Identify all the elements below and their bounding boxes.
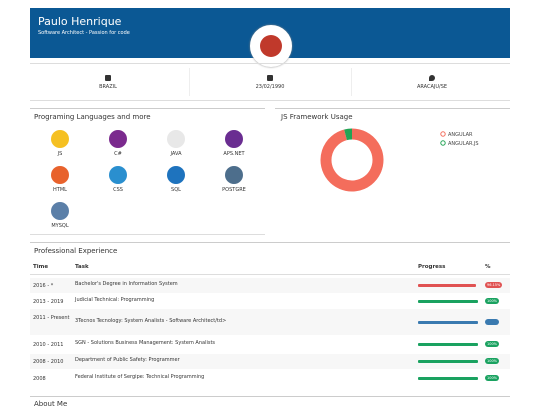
row-task: Department of Public Safety: Programmer [75,357,180,363]
donut-segment [344,128,353,141]
subtitle: Software Architect - Passion for code [38,30,130,36]
about-title: About Me [34,400,68,408]
row-task: Judicial Technical: Programming [75,297,155,303]
info-text: ARACAJU/SE [416,84,448,90]
skill-icon [51,130,69,148]
percent-pill: 96.15% [485,282,503,288]
row-time: 2011 - Present [33,315,70,321]
row-time: 2008 - 2010 [33,359,64,365]
skill-icon [109,130,127,148]
row-task: Federal Institute of Sergipe: Technical … [75,374,205,380]
legend-swatch [440,140,446,146]
percent-pill: 100% [485,298,500,304]
donut-segment [320,128,384,192]
row-task: 3Tecnos Tecnology: System Analists - Sof… [75,318,227,324]
info-text: BRAZIL [99,84,117,90]
skill-icon [51,202,69,220]
skill-label: SQL [171,187,181,193]
table-line [30,274,510,275]
progress-bar [418,360,478,363]
avatar [250,25,292,67]
skill-label: POSTGRE [222,187,246,193]
row-time: 2010 - 2011 [33,342,64,348]
row-bg [30,278,510,293]
progress-bar [418,377,478,380]
progress-bar [418,300,478,303]
row-time: 2008 [33,376,46,382]
info-icon [429,75,435,81]
skill-icon [167,166,185,184]
row-task: Bachelor's Degree in Information System [75,281,178,287]
skill-label: JAVA [170,151,182,157]
row-bg [30,354,510,369]
info-icon [105,75,111,81]
info-icon [267,75,273,81]
skill-icon [225,166,243,184]
legend-label: ANGULAR.JS [448,141,479,147]
percent-pill [485,319,499,325]
percent-pill: 100% [485,358,500,364]
column-header: % [485,264,491,270]
divider [351,68,352,96]
name: Paulo Henrique [38,15,122,28]
divider [189,68,190,96]
row-task: SGN - Solutions Business Management: Sys… [75,340,216,346]
progress-bar [418,343,478,346]
skill-label: APS.NET [223,151,245,157]
skill-label: JS [57,151,63,157]
skill-icon [167,130,185,148]
legend-label: ANGULAR [448,132,473,138]
skill-label: HTML [53,187,67,193]
skill-icon [51,166,69,184]
skills-title: Programing Languages and more [34,113,151,121]
experience-title: Professional Experience [34,247,118,255]
skill-icon [109,166,127,184]
skill-label: C# [114,151,122,157]
skill-label: MYSQL [51,223,69,229]
legend-swatch [440,131,446,137]
percent-pill: 100% [485,375,500,381]
row-time: 2016 - * [33,283,54,289]
progress-bar [418,284,476,287]
chart-title: JS Framework Usage [281,113,353,121]
skill-icon [225,130,243,148]
info-text: 23/02/1990 [255,84,285,90]
chart: ANGULAR ANGULAR.JS [320,128,479,192]
row-time: 2013 - 2019 [33,299,64,305]
column-header: Time [33,264,49,270]
skill-label: CSS [113,187,123,193]
column-header: Task [75,264,89,270]
column-header: Progress [418,264,446,270]
percent-pill: 100% [485,341,500,347]
progress-bar [418,321,478,324]
